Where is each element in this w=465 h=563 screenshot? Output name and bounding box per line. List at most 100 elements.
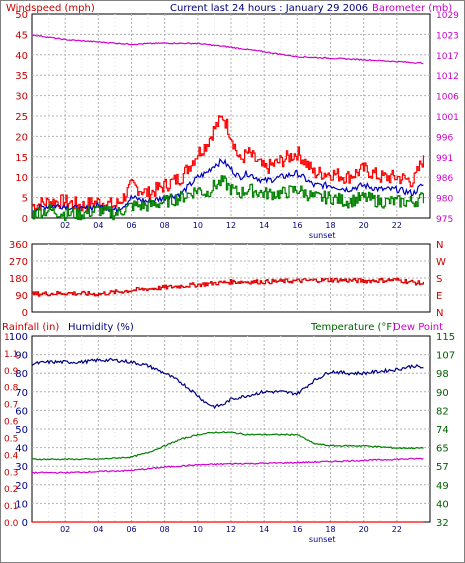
y-left-tick-label: 25 bbox=[15, 112, 28, 123]
thermo-panel: 02 04 06 08 10 12 14 16 18 20 22100908070605040302… bbox=[4, 332, 455, 544]
x-tick-label: 14 bbox=[259, 525, 269, 534]
y-left-tick-label: 20 bbox=[15, 481, 28, 492]
barometer-label: Barometer (mb) bbox=[372, 3, 452, 14]
y-right-tick-label: 74 bbox=[436, 425, 449, 436]
dewpoint-series bbox=[31, 457, 424, 475]
y-left-tick-label: 15 bbox=[15, 153, 28, 164]
average-wind-series bbox=[31, 157, 424, 214]
wind-panel: 02 04 06 08 10 12 14 16 18 20 22504540353025201510… bbox=[15, 10, 459, 240]
dewpoint-label: Dew Point bbox=[393, 322, 443, 333]
x-tick-label: 02 bbox=[60, 525, 70, 534]
temperature-label: Temperature (°F) bbox=[310, 322, 396, 333]
y-right-tick-label: 991 bbox=[436, 154, 453, 164]
chart-title: Current last 24 hours : January 29 2006 bbox=[170, 3, 368, 14]
sunset-annotation: sunset bbox=[309, 231, 336, 240]
y-left-tick-label: 30 bbox=[15, 462, 28, 473]
low-wind-series bbox=[32, 175, 424, 221]
y-right-tick-label: 32 bbox=[436, 518, 449, 529]
y-right-tick-label: 996 bbox=[436, 133, 453, 143]
y-left-tick-label: 5 bbox=[22, 194, 28, 205]
y-left-tick-label: 80 bbox=[15, 369, 28, 380]
y-left-tick-label: 10 bbox=[15, 173, 28, 184]
y-rainfall-tick-label: 0.3 bbox=[4, 468, 18, 478]
x-tick-label: 04 bbox=[93, 221, 103, 230]
y-left-tick-label: 40 bbox=[15, 51, 28, 62]
y-rainfall-tick-label: 0.7 bbox=[4, 401, 18, 411]
y-left-tick-label: 90 bbox=[15, 351, 28, 362]
y-left-tick-label: 20 bbox=[15, 132, 28, 143]
y-right-tick-label: 986 bbox=[436, 174, 453, 184]
x-tick-label: 06 bbox=[126, 221, 136, 230]
x-tick-label: 22 bbox=[392, 221, 402, 230]
y-right-tick-label: 1001 bbox=[436, 113, 459, 123]
y-right-tick-label: 1017 bbox=[436, 52, 459, 62]
y-right-tick-label: 975 bbox=[436, 215, 453, 225]
y-rainfall-tick-label: 0.4 bbox=[4, 451, 19, 461]
x-tick-label: 18 bbox=[325, 525, 335, 534]
y-left-tick-label: 180 bbox=[9, 274, 28, 285]
y-right-tick-label: 1029 bbox=[436, 11, 459, 21]
y-right-tick-label: N bbox=[436, 308, 443, 319]
y-right-tick-label: 98 bbox=[436, 369, 449, 380]
y-right-tick-label: 1012 bbox=[436, 72, 459, 82]
y-left-tick-label: 0 bbox=[22, 518, 28, 529]
rainfall-label: Rainfall (in) bbox=[2, 322, 59, 333]
y-rainfall-tick-label: 0.8 bbox=[4, 384, 19, 394]
y-right-tick-label: 57 bbox=[436, 462, 449, 473]
y-rainfall-tick-label: 0.2 bbox=[4, 485, 18, 495]
x-tick-label: 04 bbox=[93, 525, 103, 534]
y-left-tick-label: 360 bbox=[9, 240, 28, 251]
sunset-annotation: sunset bbox=[309, 535, 336, 544]
y-right-tick-label: 115 bbox=[436, 332, 455, 343]
y-left-tick-label: 40 bbox=[15, 444, 28, 455]
y-right-tick-label: 82 bbox=[436, 406, 449, 417]
x-tick-label: 22 bbox=[392, 525, 402, 534]
y-left-tick-label: 35 bbox=[15, 71, 28, 82]
y-right-tick-label: 980 bbox=[436, 195, 453, 205]
humidity-label: Humidity (%) bbox=[68, 322, 134, 333]
y-right-tick-label: W bbox=[436, 257, 446, 268]
y-left-tick-label: 30 bbox=[15, 92, 28, 103]
y-left-tick-label: 60 bbox=[15, 406, 28, 417]
y-rainfall-tick-label: 0.6 bbox=[4, 418, 19, 428]
y-right-tick-label: 107 bbox=[436, 351, 455, 362]
y-left-tick-label: 10 bbox=[15, 499, 28, 510]
y-rainfall-tick-label: 0.5 bbox=[4, 434, 18, 444]
humidity-series bbox=[31, 357, 424, 410]
x-tick-label: 16 bbox=[292, 221, 302, 230]
windspeed-label: Windspeed (mph) bbox=[6, 3, 95, 14]
barometer-series bbox=[31, 34, 424, 65]
y-left-tick-label: 90 bbox=[15, 291, 28, 302]
y-left-tick-label: 70 bbox=[15, 388, 28, 399]
y-left-tick-label: 0 bbox=[22, 214, 28, 225]
y-right-tick-label: E bbox=[436, 291, 442, 302]
y-right-tick-label: 65 bbox=[436, 444, 449, 455]
y-right-tick-label: 49 bbox=[436, 481, 449, 492]
y-right-tick-label: 40 bbox=[436, 499, 449, 510]
temperature-series bbox=[31, 431, 424, 461]
x-tick-label: 12 bbox=[226, 525, 236, 534]
x-tick-label: 08 bbox=[160, 221, 170, 230]
x-tick-label: 20 bbox=[359, 525, 369, 534]
x-tick-label: 10 bbox=[193, 525, 203, 534]
gust-series bbox=[32, 115, 424, 212]
y-rainfall-tick-label: 0.9 bbox=[4, 367, 19, 377]
y-left-tick-label: 45 bbox=[15, 30, 28, 41]
x-tick-label: 18 bbox=[325, 221, 335, 230]
x-tick-label: 20 bbox=[359, 221, 369, 230]
y-rainfall-tick-label: 0.0 bbox=[4, 519, 19, 529]
y-rainfall-tick-label: 0.1 bbox=[4, 502, 18, 512]
x-tick-label: 06 bbox=[126, 525, 136, 534]
x-tick-label: 02 bbox=[60, 221, 70, 230]
x-tick-label: 12 bbox=[226, 221, 236, 230]
x-tick-label: 16 bbox=[292, 525, 302, 534]
x-tick-label: 14 bbox=[259, 221, 269, 230]
y-right-tick-label: 1006 bbox=[436, 93, 459, 103]
y-rainfall-tick-label: 1 bbox=[4, 333, 10, 343]
y-left-tick-label: 270 bbox=[9, 257, 28, 268]
y-left-tick-label: 0 bbox=[22, 308, 28, 319]
y-rainfall-tick-label: 1.1 bbox=[4, 350, 18, 360]
wind-direction-series bbox=[32, 277, 424, 297]
